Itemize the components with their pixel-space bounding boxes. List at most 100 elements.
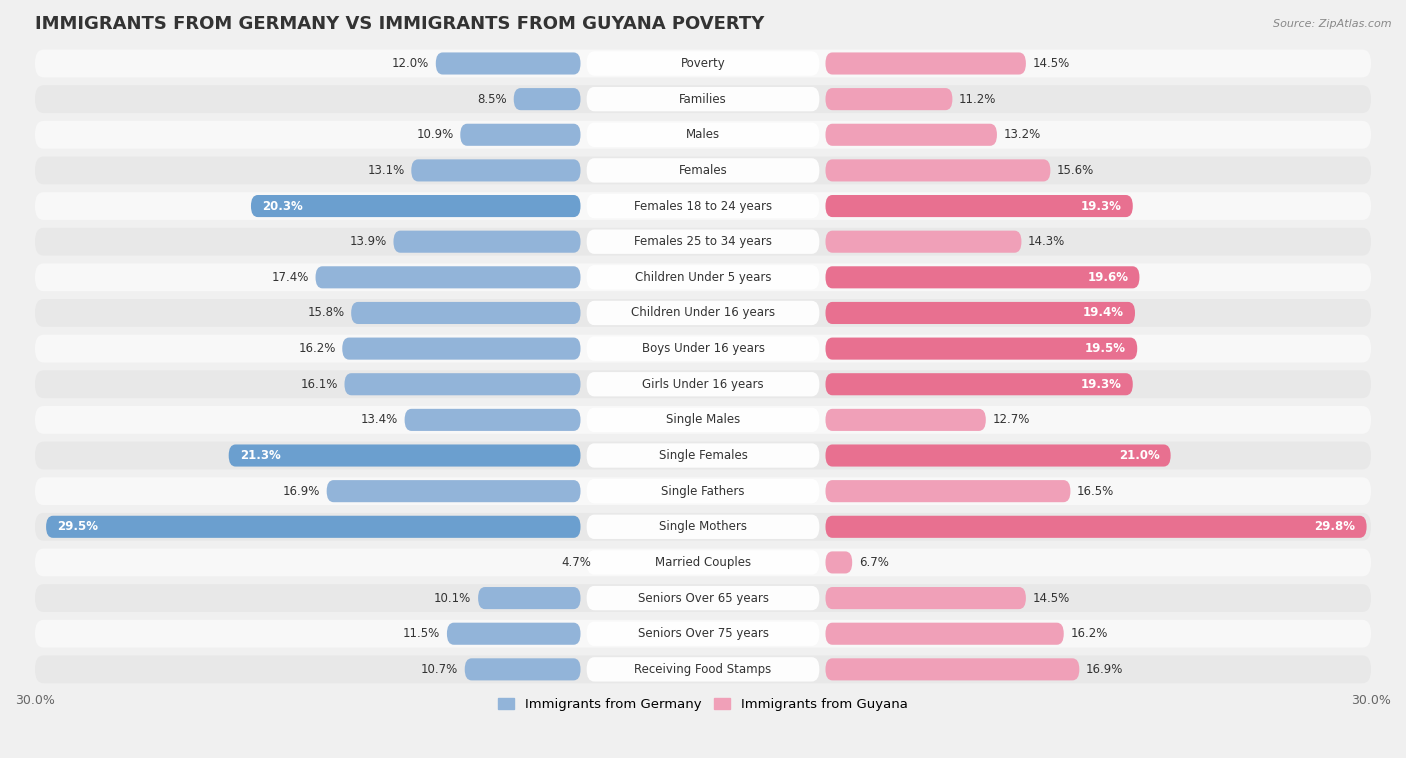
Text: Single Fathers: Single Fathers (661, 484, 745, 498)
FancyBboxPatch shape (825, 444, 1171, 467)
Text: Children Under 16 years: Children Under 16 years (631, 306, 775, 319)
Text: 13.1%: 13.1% (367, 164, 405, 177)
FancyBboxPatch shape (586, 52, 820, 76)
Text: Children Under 5 years: Children Under 5 years (634, 271, 772, 283)
FancyBboxPatch shape (513, 88, 581, 110)
FancyBboxPatch shape (447, 622, 581, 645)
FancyBboxPatch shape (436, 52, 581, 74)
Text: Receiving Food Stamps: Receiving Food Stamps (634, 662, 772, 676)
FancyBboxPatch shape (825, 52, 1026, 74)
FancyBboxPatch shape (35, 228, 1371, 255)
FancyBboxPatch shape (586, 372, 820, 396)
Text: 19.3%: 19.3% (1081, 199, 1122, 212)
FancyBboxPatch shape (825, 159, 1050, 181)
FancyBboxPatch shape (825, 337, 1137, 359)
FancyBboxPatch shape (586, 479, 820, 503)
Text: 14.5%: 14.5% (1032, 591, 1070, 605)
Text: 13.9%: 13.9% (350, 235, 387, 248)
Text: 29.8%: 29.8% (1315, 520, 1355, 534)
Text: Females: Females (679, 164, 727, 177)
FancyBboxPatch shape (825, 480, 1070, 503)
FancyBboxPatch shape (586, 515, 820, 539)
Text: 21.3%: 21.3% (240, 449, 281, 462)
Text: 8.5%: 8.5% (478, 92, 508, 105)
FancyBboxPatch shape (586, 586, 820, 610)
FancyBboxPatch shape (586, 443, 820, 468)
Legend: Immigrants from Germany, Immigrants from Guyana: Immigrants from Germany, Immigrants from… (494, 692, 912, 716)
FancyBboxPatch shape (315, 266, 581, 288)
Text: 6.7%: 6.7% (859, 556, 889, 569)
FancyBboxPatch shape (586, 337, 820, 361)
FancyBboxPatch shape (586, 301, 820, 325)
Text: 29.5%: 29.5% (58, 520, 98, 534)
FancyBboxPatch shape (586, 408, 820, 432)
Text: 15.8%: 15.8% (308, 306, 344, 319)
Text: 14.3%: 14.3% (1028, 235, 1066, 248)
FancyBboxPatch shape (35, 513, 1371, 540)
Text: 10.9%: 10.9% (416, 128, 454, 141)
FancyBboxPatch shape (586, 123, 820, 147)
Text: 11.2%: 11.2% (959, 92, 997, 105)
Text: 16.2%: 16.2% (1070, 627, 1108, 641)
Text: 11.5%: 11.5% (404, 627, 440, 641)
Text: 13.2%: 13.2% (1004, 128, 1040, 141)
FancyBboxPatch shape (412, 159, 581, 181)
Text: 16.9%: 16.9% (283, 484, 321, 498)
Text: Poverty: Poverty (681, 57, 725, 70)
Text: 12.7%: 12.7% (993, 413, 1029, 427)
FancyBboxPatch shape (344, 373, 581, 395)
FancyBboxPatch shape (586, 158, 820, 183)
FancyBboxPatch shape (35, 620, 1371, 647)
Text: Source: ZipAtlas.com: Source: ZipAtlas.com (1274, 19, 1392, 29)
Text: Females 18 to 24 years: Females 18 to 24 years (634, 199, 772, 212)
Text: 19.3%: 19.3% (1081, 377, 1122, 390)
FancyBboxPatch shape (586, 194, 820, 218)
FancyBboxPatch shape (825, 373, 1133, 395)
Text: 16.5%: 16.5% (1077, 484, 1115, 498)
Text: 21.0%: 21.0% (1119, 449, 1160, 462)
FancyBboxPatch shape (35, 442, 1371, 469)
FancyBboxPatch shape (35, 584, 1371, 612)
Text: 4.7%: 4.7% (562, 556, 592, 569)
FancyBboxPatch shape (825, 622, 1064, 645)
Text: 13.4%: 13.4% (361, 413, 398, 427)
FancyBboxPatch shape (35, 656, 1371, 683)
Text: Seniors Over 75 years: Seniors Over 75 years (637, 627, 769, 641)
Text: Females 25 to 34 years: Females 25 to 34 years (634, 235, 772, 248)
Text: Families: Families (679, 92, 727, 105)
Text: 16.9%: 16.9% (1085, 662, 1123, 676)
FancyBboxPatch shape (250, 195, 581, 217)
Text: 19.5%: 19.5% (1085, 342, 1126, 355)
Text: 12.0%: 12.0% (392, 57, 429, 70)
Text: Boys Under 16 years: Boys Under 16 years (641, 342, 765, 355)
Text: Married Couples: Married Couples (655, 556, 751, 569)
Text: Seniors Over 65 years: Seniors Over 65 years (637, 591, 769, 605)
FancyBboxPatch shape (342, 337, 581, 359)
FancyBboxPatch shape (229, 444, 581, 467)
Text: Males: Males (686, 128, 720, 141)
FancyBboxPatch shape (825, 124, 997, 146)
FancyBboxPatch shape (405, 409, 581, 431)
Text: Single Females: Single Females (658, 449, 748, 462)
Text: 14.5%: 14.5% (1032, 57, 1070, 70)
FancyBboxPatch shape (825, 409, 986, 431)
FancyBboxPatch shape (326, 480, 581, 503)
FancyBboxPatch shape (35, 371, 1371, 398)
FancyBboxPatch shape (460, 124, 581, 146)
FancyBboxPatch shape (35, 549, 1371, 576)
FancyBboxPatch shape (35, 406, 1371, 434)
Text: Girls Under 16 years: Girls Under 16 years (643, 377, 763, 390)
Text: IMMIGRANTS FROM GERMANY VS IMMIGRANTS FROM GUYANA POVERTY: IMMIGRANTS FROM GERMANY VS IMMIGRANTS FR… (35, 15, 765, 33)
FancyBboxPatch shape (478, 587, 581, 609)
FancyBboxPatch shape (586, 87, 820, 111)
Text: Single Males: Single Males (666, 413, 740, 427)
FancyBboxPatch shape (35, 85, 1371, 113)
Text: 10.1%: 10.1% (434, 591, 471, 605)
FancyBboxPatch shape (35, 335, 1371, 362)
Text: 17.4%: 17.4% (271, 271, 309, 283)
FancyBboxPatch shape (465, 658, 581, 681)
Text: 19.6%: 19.6% (1087, 271, 1129, 283)
FancyBboxPatch shape (352, 302, 581, 324)
FancyBboxPatch shape (825, 302, 1135, 324)
FancyBboxPatch shape (825, 195, 1133, 217)
